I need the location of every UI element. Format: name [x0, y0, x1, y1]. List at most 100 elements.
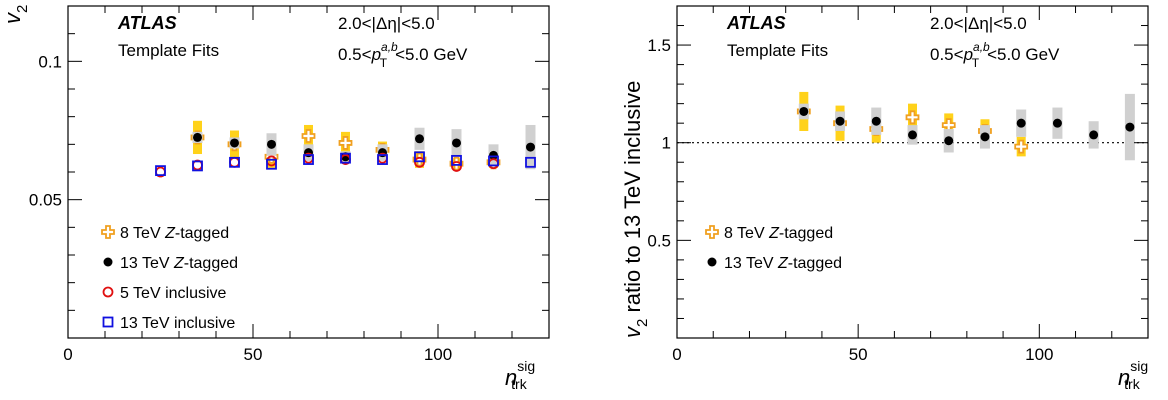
legend-marker	[705, 225, 719, 239]
x-tick-label: 100	[1025, 345, 1053, 364]
pt-cut-pre: 0.5<	[338, 45, 372, 64]
data-point	[229, 156, 240, 168]
data-point	[340, 152, 351, 164]
data-point	[451, 154, 462, 166]
data-point	[267, 139, 276, 149]
legend-text-italic: Z	[164, 225, 176, 242]
pt-cut-label: 0.5<pa,b T <5.0 GeV	[930, 40, 1060, 70]
legend-text: 13 TeV	[120, 255, 174, 272]
data-point	[1052, 118, 1062, 128]
data-point	[835, 116, 845, 126]
y-tick-label: 0.1	[38, 52, 62, 71]
series-1	[798, 93, 1135, 161]
x-axis-label-sup: sig	[517, 358, 535, 374]
x-tick-label: 0	[63, 345, 72, 364]
atlas-label: ATLAS	[726, 13, 786, 33]
pt-cut-var: p	[371, 45, 381, 64]
legend-marker	[101, 225, 115, 239]
data-point	[303, 154, 314, 165]
x-axis-label-sub: trk	[1124, 376, 1141, 392]
data-point	[871, 116, 881, 126]
data-point	[414, 151, 425, 163]
plot-frame	[676, 5, 1149, 339]
x-tick-label: 50	[849, 345, 868, 364]
x-axis-label-main: n	[505, 365, 517, 390]
pt-cut-label: 0.5<pa,b T <5.0 GeV	[338, 40, 468, 70]
x-tick-label: 50	[244, 345, 263, 364]
data-point	[377, 154, 388, 165]
method-label: Template Fits	[727, 41, 828, 60]
data-point	[905, 110, 920, 125]
legend-text-tail: -tagged	[788, 255, 842, 272]
data-point	[1125, 122, 1135, 132]
legend-text-tail: -tagged	[779, 225, 833, 242]
data-point	[266, 158, 277, 170]
data-point	[301, 129, 316, 143]
pt-cut-sup: a,b	[381, 40, 398, 54]
legend-marker	[102, 286, 114, 298]
legend-entry: 8 TeV Z-tagged	[120, 225, 229, 242]
legend-text-tail: -tagged	[184, 255, 238, 272]
legend-text-italic: Z	[777, 255, 789, 272]
legend-entry: 8 TeV Z-tagged	[724, 225, 833, 242]
data-point	[229, 156, 240, 168]
data-point	[451, 161, 462, 172]
data-point	[414, 156, 425, 168]
eta-cut-label: 2.0<|Δη|<5.0	[930, 14, 1027, 33]
legend-text-italic: Z	[768, 225, 780, 242]
x-axis-label-sup: sig	[1130, 358, 1148, 374]
y-axis-label-sub: 2	[14, 5, 31, 13]
legend-entry: 13 TeV inclusive	[120, 315, 235, 332]
data-point	[155, 165, 166, 177]
pt-cut-var: p	[963, 45, 973, 64]
pt-cut-sub: T	[380, 56, 388, 70]
legend-marker	[707, 257, 717, 267]
data-point	[192, 160, 203, 172]
y-axis-label-tail: ratio to 13 TeV inclusive	[620, 81, 645, 319]
atlas-label: ATLAS	[117, 13, 177, 33]
y-axis-label: v2 ratio to 13 TeV inclusive	[620, 81, 651, 338]
pt-cut-sup: a,b	[973, 40, 990, 54]
pt-cut-post: <5.0 GeV	[395, 45, 468, 64]
data-point	[526, 142, 535, 152]
y-tick-label: 0.5	[647, 231, 671, 250]
y-tick-label: 0.05	[29, 191, 62, 210]
legend-marker	[103, 257, 113, 267]
legend-text: 13 TeV	[724, 255, 778, 272]
legend-entry: 13 TeV Z-tagged	[724, 255, 842, 272]
legend-text-tail: -tagged	[175, 225, 229, 242]
data-point	[1014, 139, 1029, 154]
pt-cut-post: <5.0 GeV	[987, 45, 1060, 64]
legend-text: 5 TeV inclusive	[120, 285, 227, 302]
series-0	[796, 91, 1029, 157]
series-3	[155, 151, 536, 177]
legend-text: 13 TeV inclusive	[120, 315, 235, 332]
data-point	[415, 134, 424, 144]
right-panel-ratio: 0 50 100 0.5 1 1.5 ATLAS Template Fits 2.0<|Δη|<…	[620, 5, 1149, 392]
legend-marker	[102, 316, 114, 328]
series-1	[192, 124, 536, 170]
data-point	[338, 136, 353, 150]
legend-text: 8 TeV	[724, 225, 769, 242]
data-point	[489, 150, 498, 160]
x-axis-label: nsig trk	[505, 358, 535, 392]
y-axis-label-main: v	[620, 325, 645, 338]
data-point	[944, 136, 954, 146]
legend-entry: 13 TeV Z-tagged	[120, 255, 238, 272]
y-axis-label: v2	[0, 5, 31, 24]
method-label: Template Fits	[118, 41, 219, 60]
y-tick-label: 1	[662, 134, 671, 153]
y-axis-label-sub: 2	[634, 319, 651, 327]
data-point	[799, 106, 809, 116]
pt-cut-pre: 0.5<	[930, 45, 964, 64]
data-point	[1089, 130, 1099, 140]
pt-cut-sub: T	[972, 56, 980, 70]
data-point	[980, 132, 990, 142]
x-axis-label-main: n	[1118, 365, 1130, 390]
data-point	[230, 138, 239, 148]
legend-entry: 5 TeV inclusive	[120, 285, 227, 302]
data-point	[908, 130, 917, 140]
x-tick-label: 100	[424, 345, 452, 364]
data-point	[452, 138, 461, 148]
